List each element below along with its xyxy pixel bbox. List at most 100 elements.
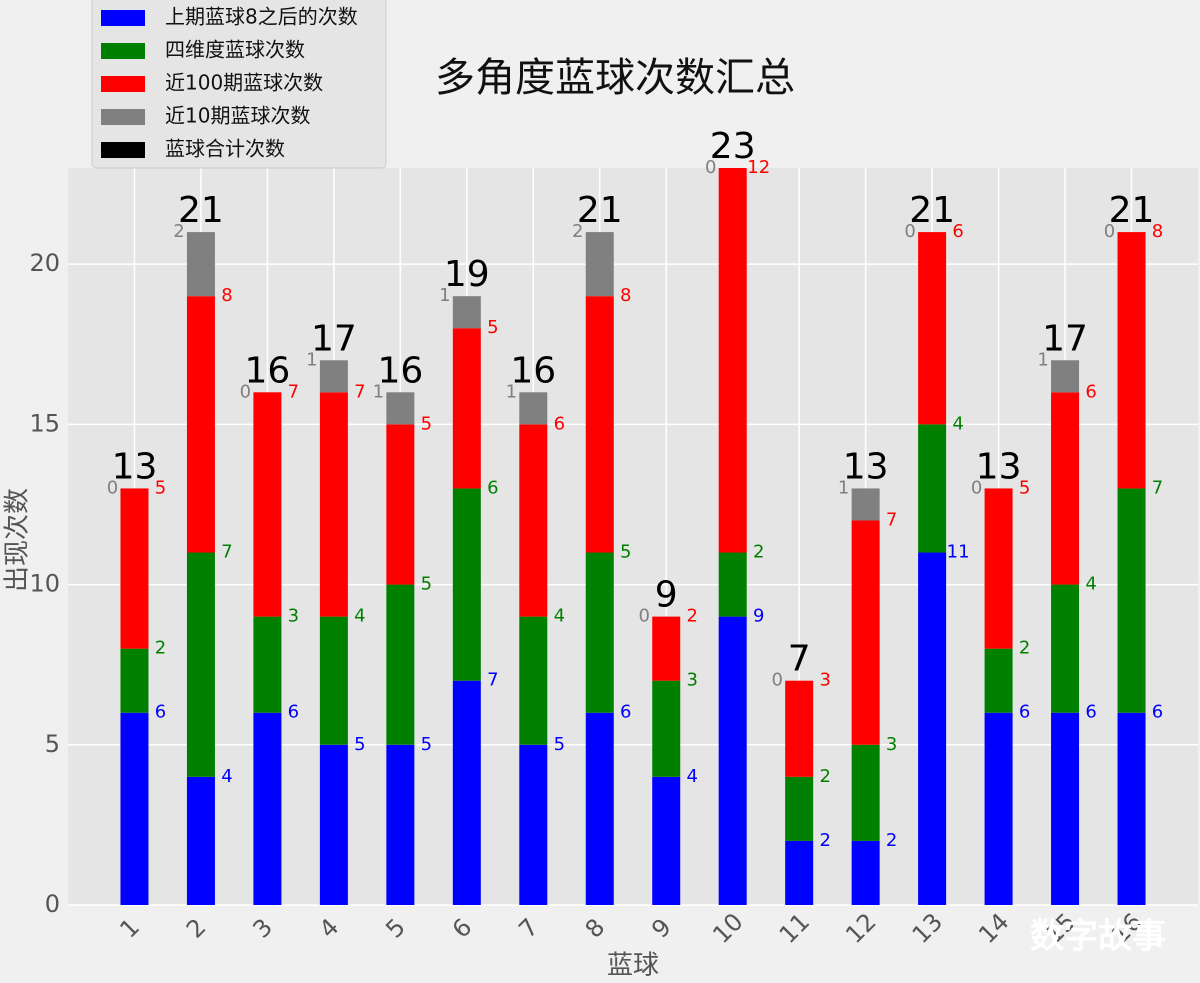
- bars: [120, 168, 1146, 905]
- bar-segment: [386, 424, 415, 585]
- total-label: 23: [710, 126, 756, 167]
- bar-segment: [186, 296, 215, 553]
- x-axis-label: 蓝球: [607, 951, 659, 981]
- bar-segment: [1051, 584, 1080, 713]
- bar-segment: [452, 296, 481, 329]
- y-tick-label: 20: [29, 249, 60, 277]
- value-label: 6: [288, 702, 299, 723]
- value-label: 7: [1152, 477, 1163, 498]
- total-label: 16: [245, 350, 291, 391]
- bar-segment: [452, 488, 481, 681]
- value-label: 0: [1104, 221, 1115, 242]
- y-tick-label: 5: [45, 730, 60, 758]
- bar-segment: [785, 776, 814, 841]
- value-label: 0: [705, 157, 716, 178]
- legend-label: 上期蓝球8之后的次数: [165, 5, 358, 29]
- bar-segment: [918, 232, 947, 425]
- value-label: 6: [1085, 702, 1096, 723]
- bar-segment: [519, 744, 548, 905]
- y-tick-label: 15: [29, 409, 60, 437]
- value-label: 7: [221, 542, 232, 563]
- total-label: 21: [909, 190, 955, 231]
- value-label: 6: [1019, 702, 1030, 723]
- bar-segment: [851, 488, 880, 521]
- value-label: 1: [1037, 349, 1048, 370]
- value-label: 6: [1152, 702, 1163, 723]
- value-label: 11: [947, 542, 970, 563]
- value-label: 2: [687, 606, 698, 627]
- bar-segment: [918, 552, 947, 905]
- value-label: 0: [107, 477, 118, 498]
- value-label: 5: [354, 734, 365, 755]
- legend-swatch: [101, 76, 145, 92]
- value-label: 6: [1085, 381, 1096, 402]
- legend-swatch: [101, 142, 145, 158]
- chart-title: 多角度蓝球次数汇总: [435, 55, 795, 101]
- bar-segment: [785, 680, 814, 777]
- bar-segment: [984, 648, 1013, 713]
- total-label: 9: [655, 575, 678, 616]
- bar-segment: [1051, 392, 1080, 585]
- bar-segment: [585, 552, 614, 713]
- value-label: 4: [554, 606, 565, 627]
- bar-segment: [585, 296, 614, 553]
- bar-segment: [386, 392, 415, 425]
- bar-segment: [452, 328, 481, 489]
- value-label: 6: [554, 413, 565, 434]
- bar-segment: [851, 744, 880, 841]
- bar-segment: [519, 424, 548, 617]
- value-label: 8: [620, 285, 631, 306]
- bar-segment: [1051, 360, 1080, 393]
- value-label: 5: [487, 317, 498, 338]
- legend-swatch: [101, 109, 145, 125]
- total-label: 21: [1109, 190, 1155, 231]
- total-label: 13: [112, 446, 158, 487]
- value-label: 5: [421, 574, 432, 595]
- bar-segment: [984, 488, 1013, 649]
- value-label: 6: [952, 221, 963, 242]
- value-label: 4: [952, 413, 963, 434]
- value-label: 7: [886, 509, 897, 530]
- bar-segment: [851, 520, 880, 745]
- value-label: 0: [904, 221, 915, 242]
- value-label: 4: [687, 766, 698, 787]
- value-label: 1: [838, 477, 849, 498]
- bar-segment: [253, 392, 282, 617]
- bar-segment: [386, 744, 415, 905]
- value-label: 6: [620, 702, 631, 723]
- y-axis-label: 出现次数: [3, 488, 33, 592]
- bar-segment: [918, 424, 947, 553]
- bar-segment: [519, 392, 548, 425]
- value-label: 2: [819, 830, 830, 851]
- value-label: 0: [639, 606, 650, 627]
- bar-segment: [652, 680, 681, 777]
- bar-segment: [253, 616, 282, 713]
- value-label: 5: [421, 734, 432, 755]
- value-label: 12: [747, 157, 770, 178]
- value-label: 7: [288, 381, 299, 402]
- watermark: 数字故事: [1030, 917, 1166, 957]
- legend-swatch: [101, 10, 145, 26]
- value-label: 0: [240, 381, 251, 402]
- bar-segment: [585, 712, 614, 905]
- bar-segment: [319, 360, 348, 393]
- value-label: 3: [288, 606, 299, 627]
- total-label: 21: [577, 190, 623, 231]
- total-label: 21: [178, 190, 224, 231]
- bar-segment: [120, 712, 149, 905]
- bar-segment: [186, 232, 215, 297]
- bar-segment: [585, 232, 614, 297]
- value-label: 4: [221, 766, 232, 787]
- bar-segment: [319, 392, 348, 617]
- bar-segment: [186, 552, 215, 777]
- value-label: 5: [620, 542, 631, 563]
- value-label: 2: [572, 221, 583, 242]
- value-label: 6: [487, 477, 498, 498]
- bar-segment: [718, 168, 747, 553]
- bar-segment: [386, 584, 415, 745]
- value-label: 2: [819, 766, 830, 787]
- bar-segment: [652, 616, 681, 681]
- bar-segment: [785, 840, 814, 905]
